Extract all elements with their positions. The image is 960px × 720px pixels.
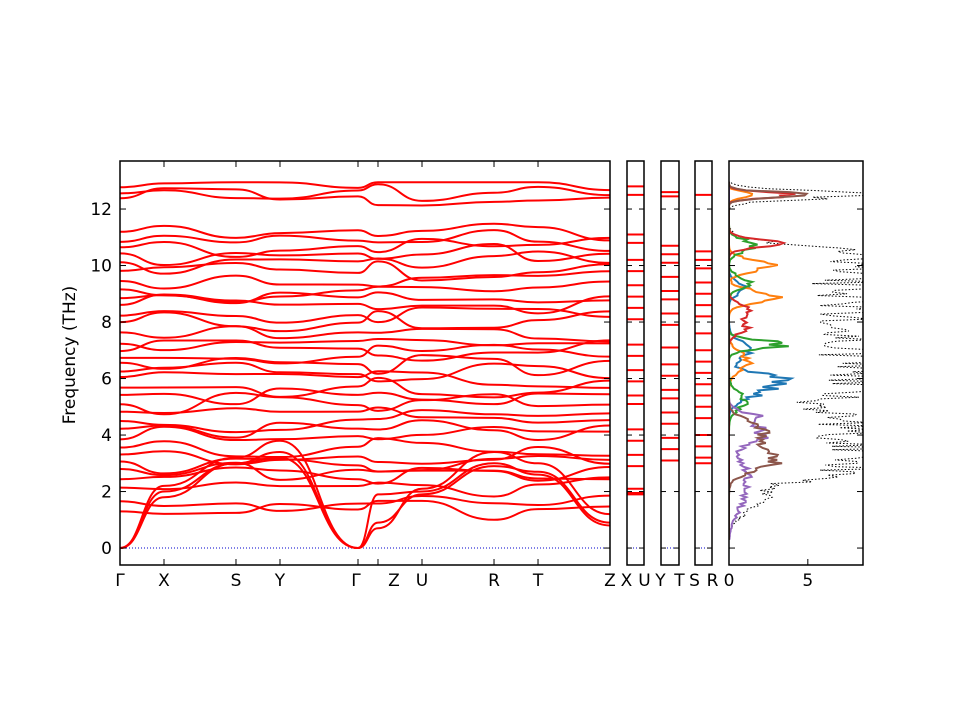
panel-frame xyxy=(694,160,713,566)
phonon-band xyxy=(120,339,610,362)
x-tick-label: S xyxy=(689,571,700,591)
phonon-band xyxy=(120,376,610,399)
x-tick-label: S xyxy=(231,571,242,591)
phonon-band xyxy=(120,250,610,275)
y-tick-label: 12 xyxy=(90,200,112,220)
total-dos-line xyxy=(729,181,863,540)
x-tick-label: Y xyxy=(654,571,666,591)
phonon-band xyxy=(120,419,610,441)
y-tick-label: 4 xyxy=(101,426,112,446)
x-tick-label: Z xyxy=(388,571,400,591)
phonon-band xyxy=(120,425,610,442)
phonon-band xyxy=(120,354,610,377)
panel-frames xyxy=(119,160,864,566)
phonon-band xyxy=(120,343,610,365)
phonon-band xyxy=(120,260,610,282)
y-tick-label: 2 xyxy=(101,483,112,503)
y-axis-label: Frequency (THz) xyxy=(60,286,80,425)
x-tick-label: Γ xyxy=(115,571,125,591)
x-tick-label: X xyxy=(158,571,170,591)
phonon-band xyxy=(120,181,610,192)
phonon-band xyxy=(120,406,610,424)
phonon-band xyxy=(120,361,610,383)
phonon-band xyxy=(120,270,610,290)
phonon-band xyxy=(120,236,610,258)
x-tick-label: X xyxy=(621,571,633,591)
phonon-band xyxy=(120,222,610,242)
phonon-band xyxy=(120,391,610,416)
y-tick-label: 8 xyxy=(101,313,112,333)
dos-plot xyxy=(729,181,863,540)
segment-panels xyxy=(627,185,712,549)
partial-dos-line xyxy=(729,181,809,540)
phonon-band xyxy=(120,183,610,202)
phonon-band xyxy=(120,187,610,207)
phonon-band xyxy=(120,370,610,389)
phonon-band xyxy=(120,387,610,406)
y-tick-label: 6 xyxy=(101,370,112,390)
tick-marks xyxy=(119,161,863,565)
segment-panel-seg-sr xyxy=(695,193,712,549)
x-tick-label: Z xyxy=(604,571,616,591)
x-tick-label: U xyxy=(416,571,428,591)
partial-dos-line xyxy=(729,181,784,540)
x-tick-label: U xyxy=(638,571,650,591)
segment-panel-seg-xu xyxy=(627,185,644,549)
phonon-band xyxy=(120,242,610,267)
panel-frame xyxy=(660,160,680,566)
acoustic-band xyxy=(120,439,610,550)
x-tick-label: Y xyxy=(274,571,286,591)
y-tick-label: 10 xyxy=(90,257,112,277)
x-tick-label: T xyxy=(673,571,685,591)
phonon-band xyxy=(120,229,610,252)
x-tick-label: 0 xyxy=(724,571,735,591)
phonon-band xyxy=(120,337,610,352)
y-tick-label: 0 xyxy=(101,539,112,559)
phonon-band xyxy=(120,409,610,434)
phonon-band xyxy=(120,461,610,481)
partial-dos-line xyxy=(729,181,769,540)
panel-frame xyxy=(626,160,645,566)
x-tick-label: T xyxy=(532,571,544,591)
x-tick-label: 5 xyxy=(802,571,813,591)
panel-frame xyxy=(119,160,611,566)
band-structure-plot xyxy=(120,181,610,550)
x-tick-label: Γ xyxy=(351,571,361,591)
phonon-band xyxy=(120,293,610,315)
segment-panel-seg-yt xyxy=(661,191,679,549)
panel-frame xyxy=(728,160,864,566)
phonon-band xyxy=(120,494,610,512)
phonon-band xyxy=(120,291,610,305)
partial-dos-line xyxy=(729,181,796,540)
x-tick-label: R xyxy=(707,571,719,591)
phonon-band xyxy=(120,499,610,521)
phonon-band xyxy=(120,476,610,498)
phonon-band xyxy=(120,325,610,343)
phonon-band xyxy=(120,310,610,333)
partial-dos-line xyxy=(729,181,795,540)
x-tick-label: R xyxy=(488,571,500,591)
phonon-band xyxy=(120,446,610,466)
